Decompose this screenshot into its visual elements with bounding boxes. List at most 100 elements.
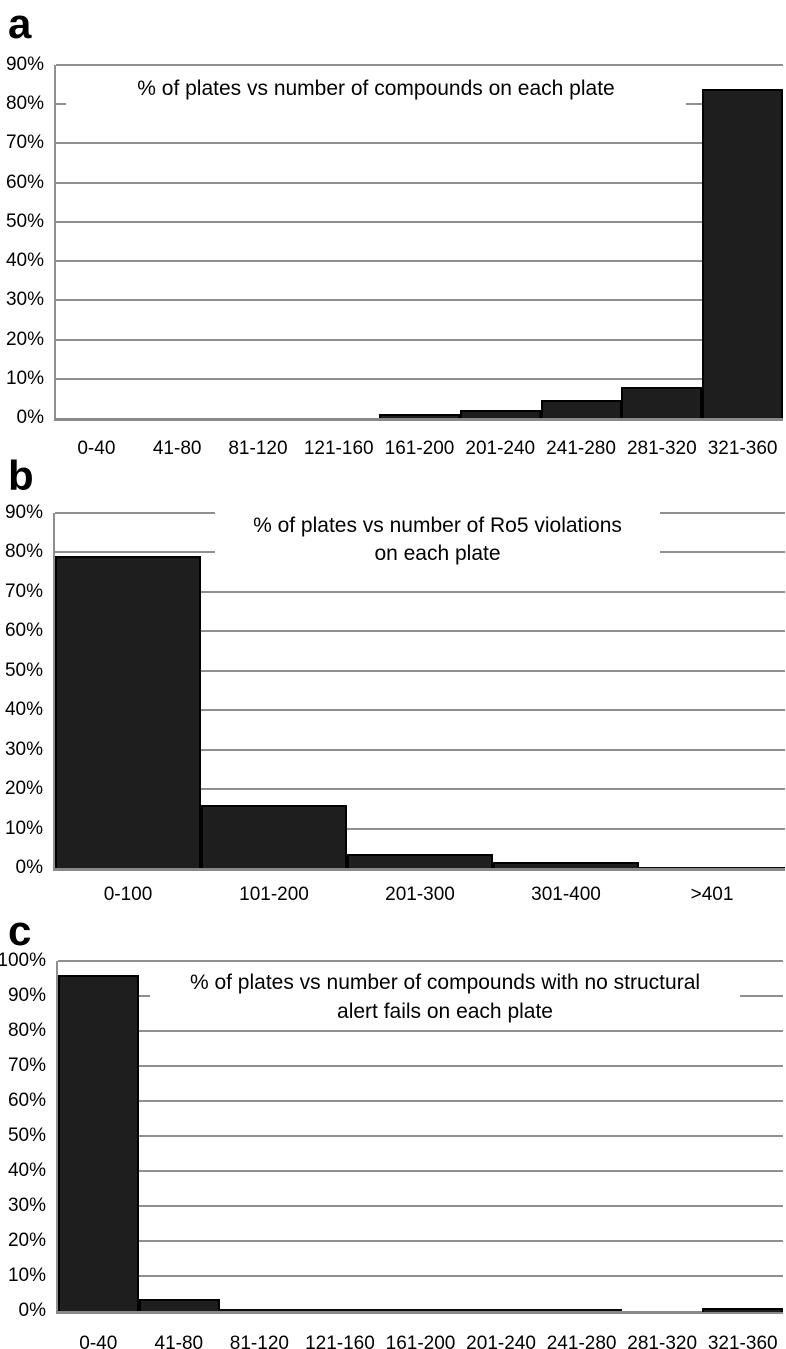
- gridline: [55, 828, 785, 830]
- chart-title-line: on each plate: [374, 542, 501, 565]
- gridline: [56, 221, 783, 223]
- x-axis-tick-label: 241-280: [546, 1333, 617, 1349]
- chart-title: % of plates vs number of compounds with …: [150, 962, 740, 1030]
- x-axis-tick-label: >401: [690, 884, 734, 905]
- bar: [541, 1309, 622, 1311]
- bar: [347, 854, 493, 868]
- y-axis-tick-label: 60%: [5, 172, 44, 193]
- chart-title-line: % of plates vs number of compounds with …: [189, 971, 701, 994]
- bar: [460, 410, 541, 418]
- panel-label-c: c: [8, 907, 31, 954]
- gridline: [56, 260, 783, 262]
- y-axis-tick-label: 10%: [5, 368, 44, 389]
- x-axis-tick-label: 0-40: [77, 438, 116, 459]
- bar: [219, 1309, 300, 1311]
- y-axis-tick-label: 90%: [5, 54, 44, 75]
- x-axis-line: [53, 868, 785, 871]
- x-axis-tick-label: 161-200: [384, 438, 455, 459]
- chart-title-line: alert fails on each plate: [337, 1000, 553, 1023]
- y-axis-tick-label: 70%: [7, 1055, 46, 1076]
- bar: [461, 1309, 542, 1311]
- bar: [541, 400, 622, 418]
- y-axis-tick-label: 80%: [5, 93, 44, 114]
- bar: [702, 1308, 783, 1312]
- gridline: [58, 1100, 783, 1102]
- bar: [201, 805, 347, 868]
- x-axis-tick-label: 301-400: [531, 884, 601, 905]
- bar: [58, 975, 139, 1311]
- bar: [621, 387, 702, 418]
- gridline: [58, 1030, 783, 1032]
- y-axis-tick-label: 10%: [7, 1265, 46, 1286]
- y-axis-tick-label: 60%: [4, 620, 43, 641]
- x-axis-tick-label: 281-320: [627, 1333, 698, 1349]
- bar: [139, 1299, 220, 1311]
- x-axis-tick-label: 201-300: [385, 884, 455, 905]
- gridline: [55, 749, 785, 751]
- y-axis-line: [56, 961, 58, 1314]
- gridline: [58, 1240, 783, 1242]
- y-axis-line: [53, 513, 55, 871]
- x-axis-tick-label: 0-100: [103, 884, 153, 905]
- chart-title: % of plates vs number of compounds on ea…: [66, 68, 686, 108]
- gridline: [56, 142, 783, 144]
- y-axis-tick-label: 40%: [4, 699, 43, 720]
- bar: [55, 556, 201, 868]
- gridline: [58, 1275, 783, 1277]
- gridline: [55, 591, 785, 593]
- y-axis-tick-label: 40%: [7, 1160, 46, 1181]
- x-axis-tick-label: 321-360: [707, 1333, 778, 1349]
- y-axis-tick-label: 50%: [5, 211, 44, 232]
- gridline: [56, 378, 783, 380]
- gridline: [55, 788, 785, 790]
- x-axis-line: [56, 1311, 783, 1314]
- gridline: [55, 709, 785, 711]
- y-axis-tick-label: 20%: [7, 1230, 46, 1251]
- gridline: [56, 182, 783, 184]
- x-axis-tick-label: 201-240: [465, 438, 536, 459]
- x-axis-tick-label: 241-280: [546, 438, 616, 459]
- panel-label-b: b: [8, 452, 34, 499]
- gridline: [55, 630, 785, 632]
- y-axis-tick-label: 0%: [15, 857, 43, 878]
- y-axis-tick-label: 70%: [5, 132, 44, 153]
- bar: [380, 1309, 461, 1311]
- y-axis-tick-label: 80%: [7, 1020, 46, 1041]
- chart-title-line: % of plates vs number of compounds on ea…: [137, 77, 615, 100]
- y-axis-line: [54, 65, 56, 421]
- x-axis-line: [54, 418, 783, 421]
- gridline: [56, 64, 783, 66]
- gridline: [58, 960, 783, 962]
- y-axis-tick-label: 0%: [18, 1300, 46, 1321]
- y-axis-tick-label: 90%: [4, 502, 43, 523]
- y-axis-tick-label: 30%: [4, 739, 43, 760]
- bar: [639, 867, 785, 868]
- gridline: [56, 339, 783, 341]
- x-axis-tick-label: 321-360: [707, 438, 778, 459]
- gridline: [58, 1170, 783, 1172]
- x-axis-tick-label: 81-120: [229, 1333, 289, 1349]
- y-axis-tick-label: 60%: [7, 1090, 46, 1111]
- gridline: [58, 1065, 783, 1067]
- x-axis-tick-label: 81-120: [228, 438, 288, 459]
- bar: [379, 414, 460, 418]
- y-axis-tick-label: 50%: [4, 660, 43, 681]
- y-axis-tick-label: 30%: [7, 1195, 46, 1216]
- bar: [702, 89, 783, 418]
- x-axis-tick-label: 201-240: [466, 1333, 536, 1349]
- y-axis-tick-label: 100%: [0, 950, 46, 971]
- chart-title-line: % of plates vs number of Ro5 violations: [253, 514, 622, 537]
- y-axis-tick-label: 50%: [7, 1125, 46, 1146]
- y-axis-tick-label: 40%: [5, 250, 44, 271]
- y-axis-tick-label: 0%: [16, 407, 44, 428]
- panel-label-a: a: [8, 0, 31, 47]
- x-axis-tick-label: 41-80: [154, 1333, 204, 1349]
- gridline: [58, 1205, 783, 1207]
- bar: [493, 862, 639, 868]
- y-axis-tick-label: 20%: [5, 329, 44, 350]
- x-axis-tick-label: 161-200: [385, 1333, 456, 1349]
- gridline: [56, 299, 783, 301]
- y-axis-tick-label: 70%: [4, 581, 43, 602]
- y-axis-tick-label: 30%: [5, 289, 44, 310]
